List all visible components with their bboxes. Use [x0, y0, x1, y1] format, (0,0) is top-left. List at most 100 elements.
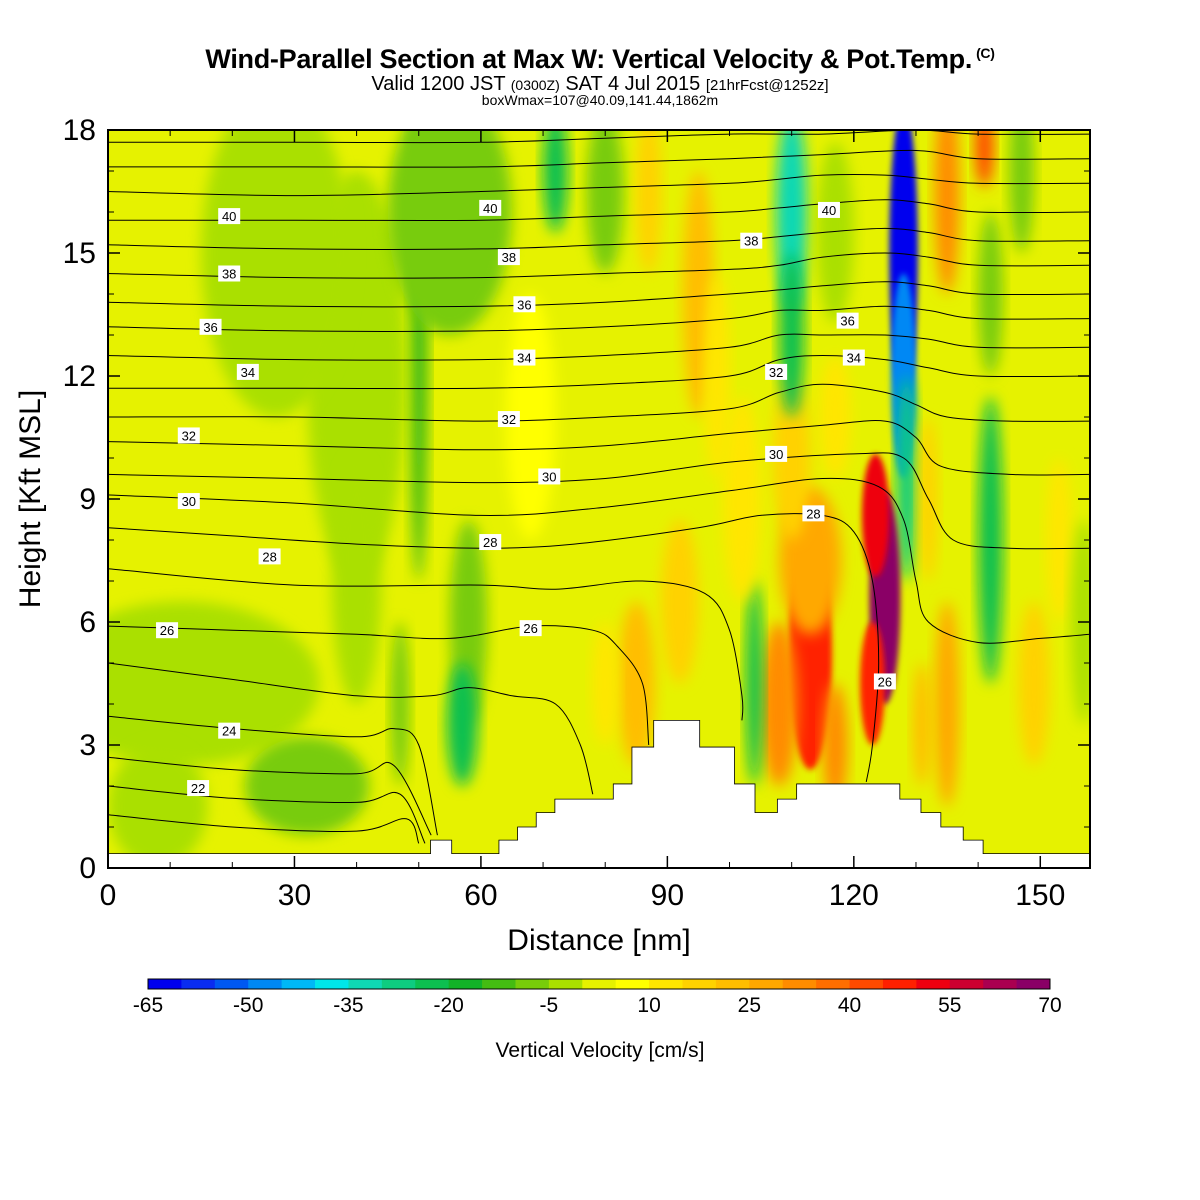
svg-text:40: 40 [483, 201, 497, 216]
svg-text:30: 30 [769, 447, 783, 462]
chart-subtitle: Valid 1200 JST (0300Z) SAT 4 Jul 2015 [2… [371, 73, 829, 95]
colorbar-swatch [916, 979, 951, 989]
velocity-cell-32 [446, 663, 478, 786]
isotherm-33 [108, 354, 1090, 390]
x-axis-label: Distance [nm] [507, 924, 690, 957]
x-tick-label: 60 [464, 879, 497, 912]
colorbar-label: Vertical Velocity [cm/s] [496, 1039, 705, 1062]
colorbar-tick-label: 40 [838, 994, 861, 1017]
y-tick-label: 6 [79, 606, 96, 639]
colorbar-swatch [582, 979, 617, 989]
colorbar-swatch [181, 979, 216, 989]
svg-text:38: 38 [502, 250, 516, 265]
colorbar-swatch [415, 979, 450, 989]
svg-text:22: 22 [191, 781, 205, 796]
velocity-cell-19 [978, 396, 1003, 684]
contour-label: 40 [817, 201, 840, 218]
contour-label: 40 [218, 208, 241, 225]
colorbar-swatch [348, 979, 383, 989]
contour-label: 24 [218, 722, 241, 739]
colorbar-tick-label: 70 [1038, 994, 1061, 1017]
colorbar-swatch [749, 979, 784, 989]
colorbar-tick-label: -50 [233, 994, 263, 1017]
svg-text:28: 28 [262, 549, 276, 564]
isotherm-40 [108, 174, 1090, 197]
terrain [108, 720, 1090, 868]
svg-text:30: 30 [182, 494, 196, 509]
colorbar-swatch [949, 979, 984, 989]
colorbar-swatch [849, 979, 884, 989]
isotherm-21 [108, 814, 420, 844]
colorbar-swatch [882, 979, 917, 989]
contour-label: 26 [873, 673, 896, 690]
velocity-cell-26 [1046, 458, 1072, 622]
contour-label: 30 [177, 493, 200, 510]
contour-label: 30 [765, 445, 788, 462]
isotherm-28 [108, 513, 880, 782]
svg-text:40: 40 [222, 209, 236, 224]
contour-label: 22 [187, 780, 210, 797]
colorbar-swatch [649, 979, 683, 989]
velocity-cell-2 [896, 376, 917, 581]
velocity-cell-41 [661, 519, 699, 684]
isotherm-25 [108, 662, 594, 795]
velocity-cell-14 [816, 142, 854, 323]
velocity-cell-12 [776, 130, 808, 315]
velocity-cell-15 [745, 581, 764, 786]
svg-text:24: 24 [222, 724, 236, 739]
colorbar-swatch [315, 979, 349, 989]
velocity-cell-39 [617, 601, 655, 766]
contour-label: 36 [199, 318, 222, 335]
isotherm-37 [108, 252, 1090, 279]
contour-label: 34 [513, 349, 536, 366]
velocity-cell-21 [1009, 130, 1035, 253]
velocity-cell-10 [819, 355, 851, 479]
svg-text:38: 38 [222, 267, 236, 282]
isotherm-34 [108, 333, 1090, 361]
svg-text:34: 34 [241, 365, 255, 380]
isotherm-22 [108, 785, 426, 844]
colorbar-swatch [682, 979, 717, 989]
isotherm-31 [108, 420, 1090, 476]
y-tick-label: 18 [63, 114, 96, 147]
colorbar-swatch [1016, 979, 1051, 989]
isotherm-24 [108, 715, 438, 836]
svg-text:32: 32 [502, 412, 516, 427]
contour-label: 28 [479, 534, 502, 551]
svg-text:36: 36 [840, 314, 854, 329]
velocity-cell-33 [390, 622, 410, 786]
colorbar-tick-label: 25 [738, 994, 761, 1017]
contour-label: 38 [218, 265, 241, 282]
isotherm-26 [108, 625, 650, 746]
svg-text:34: 34 [517, 351, 531, 366]
colorbar-swatch [816, 979, 850, 989]
isotherm-41 [108, 149, 1090, 168]
colorbar-swatch [548, 979, 583, 989]
colorbar-tick-label: -20 [433, 994, 463, 1017]
velocity-cell-17 [934, 130, 960, 294]
svg-text:28: 28 [483, 535, 497, 550]
contour-label: 26 [156, 622, 179, 639]
colorbar-swatch [715, 979, 750, 989]
velocity-cell-18 [975, 130, 994, 188]
contour-label: 40 [479, 199, 502, 216]
svg-text:36: 36 [517, 297, 531, 312]
svg-text:32: 32 [182, 428, 196, 443]
velocity-cell-23 [934, 601, 960, 807]
isotherm-42 [108, 130, 1090, 144]
isotherm-contours [108, 130, 1090, 844]
contour-label: 38 [740, 232, 763, 249]
svg-text:34: 34 [847, 351, 861, 366]
velocity-cell-40 [592, 622, 618, 745]
x-tick-label: 150 [1015, 879, 1065, 912]
isotherm-30 [108, 452, 1090, 550]
svg-text:32: 32 [769, 365, 783, 380]
x-tick-label: 90 [651, 879, 684, 912]
colorbar-swatch [448, 979, 483, 989]
contour-label: 32 [765, 363, 788, 380]
y-tick-label: 12 [63, 360, 96, 393]
isotherm-29 [108, 477, 1090, 644]
isotherm-36 [108, 281, 1090, 308]
